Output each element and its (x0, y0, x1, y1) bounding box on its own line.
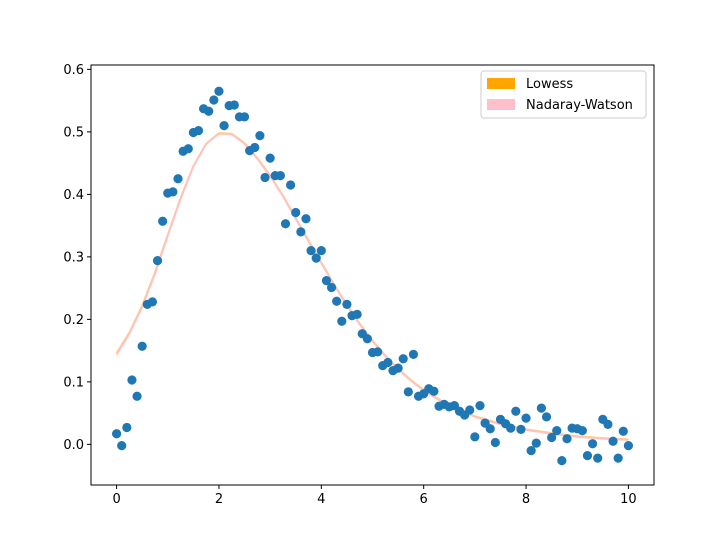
data-point (332, 296, 342, 306)
data-point (536, 403, 547, 413)
data-point (362, 334, 372, 344)
data-point (260, 172, 270, 183)
data-point (511, 406, 521, 416)
data-point (296, 227, 306, 237)
data-point (547, 432, 557, 443)
data-point (117, 441, 127, 451)
data-point (516, 424, 526, 434)
legend-swatch-nadaray-watson (487, 99, 515, 110)
data-point (239, 112, 250, 122)
legend-box (480, 70, 647, 119)
data-point (352, 309, 362, 319)
data-point (485, 424, 495, 434)
data-point (158, 216, 168, 226)
data-point (122, 422, 132, 433)
y-tick-label: 0.5 (63, 125, 84, 140)
x-tick-label: 2 (215, 492, 223, 507)
data-point (337, 316, 347, 326)
data-point (623, 441, 634, 451)
data-point (593, 453, 603, 463)
data-point (490, 437, 500, 448)
data-point (475, 401, 485, 411)
data-point (552, 426, 562, 436)
data-point (393, 363, 403, 373)
data-point (280, 219, 291, 229)
data-point (204, 106, 214, 116)
data-point (147, 297, 158, 307)
data-point (265, 153, 275, 163)
data-point (132, 391, 142, 401)
data-point (255, 131, 265, 141)
data-point (321, 276, 332, 286)
legend-label-nadaray-watson: Nadaray-Watson (526, 98, 633, 113)
data-point (291, 207, 301, 218)
data-point (286, 180, 296, 190)
x-tick-label: 6 (420, 492, 428, 507)
data-point (383, 357, 393, 368)
x-tick-label: 10 (620, 492, 637, 507)
data-point (429, 386, 439, 396)
data-point (275, 171, 285, 181)
data-point (587, 439, 598, 449)
y-tick-label: 0.0 (63, 438, 84, 453)
y-axis: 0.0 0.1 0.2 0.3 0.4 0.5 0.6 (63, 63, 91, 453)
data-point (209, 95, 219, 105)
data-point (306, 246, 316, 256)
data-point (111, 429, 122, 439)
data-point (316, 246, 326, 256)
data-point (506, 423, 516, 433)
y-tick-label: 0.4 (63, 188, 84, 203)
y-tick-label: 0.6 (63, 63, 84, 78)
data-point (470, 432, 480, 442)
data-point (250, 142, 260, 153)
data-point (311, 253, 321, 263)
data-point (173, 174, 183, 184)
legend: Lowess Nadaray-Watson (480, 70, 647, 119)
y-tick-label: 0.3 (63, 250, 84, 265)
curve-nadaray-watson (115, 132, 629, 441)
data-point (541, 412, 552, 422)
data-point (408, 349, 419, 359)
points-layer (111, 86, 634, 466)
legend-label-lowess: Lowess (526, 77, 573, 92)
data-point (137, 341, 147, 351)
data-point (608, 436, 618, 446)
data-point (618, 426, 628, 436)
data-point (193, 126, 204, 136)
data-point (582, 451, 593, 461)
data-point (526, 446, 536, 456)
data-point (557, 456, 567, 466)
data-point (465, 405, 475, 415)
data-point (229, 100, 239, 110)
data-point (531, 438, 541, 448)
x-axis: 0 2 4 6 8 10 (112, 485, 637, 507)
y-tick-label: 0.1 (63, 375, 84, 390)
data-point (373, 347, 383, 357)
data-point (603, 419, 613, 429)
x-tick-label: 4 (317, 492, 325, 507)
data-point (168, 187, 178, 197)
data-point (214, 86, 224, 96)
data-point (342, 299, 352, 309)
data-point (326, 282, 337, 293)
data-point (398, 354, 408, 364)
data-point (183, 144, 193, 154)
data-point (152, 256, 163, 266)
data-point (127, 375, 137, 385)
data-point (403, 387, 413, 397)
plot-area-frame (90, 64, 655, 486)
y-tick-label: 0.2 (63, 313, 84, 328)
curves-layer (115, 132, 629, 441)
data-point (219, 121, 229, 131)
data-point (613, 453, 623, 463)
x-tick-label: 0 (112, 492, 120, 507)
legend-swatch-lowess (487, 78, 515, 89)
data-point (301, 214, 311, 224)
data-point (577, 426, 587, 436)
data-point (562, 434, 572, 444)
data-point (521, 413, 531, 423)
x-tick-label: 8 (522, 492, 530, 507)
